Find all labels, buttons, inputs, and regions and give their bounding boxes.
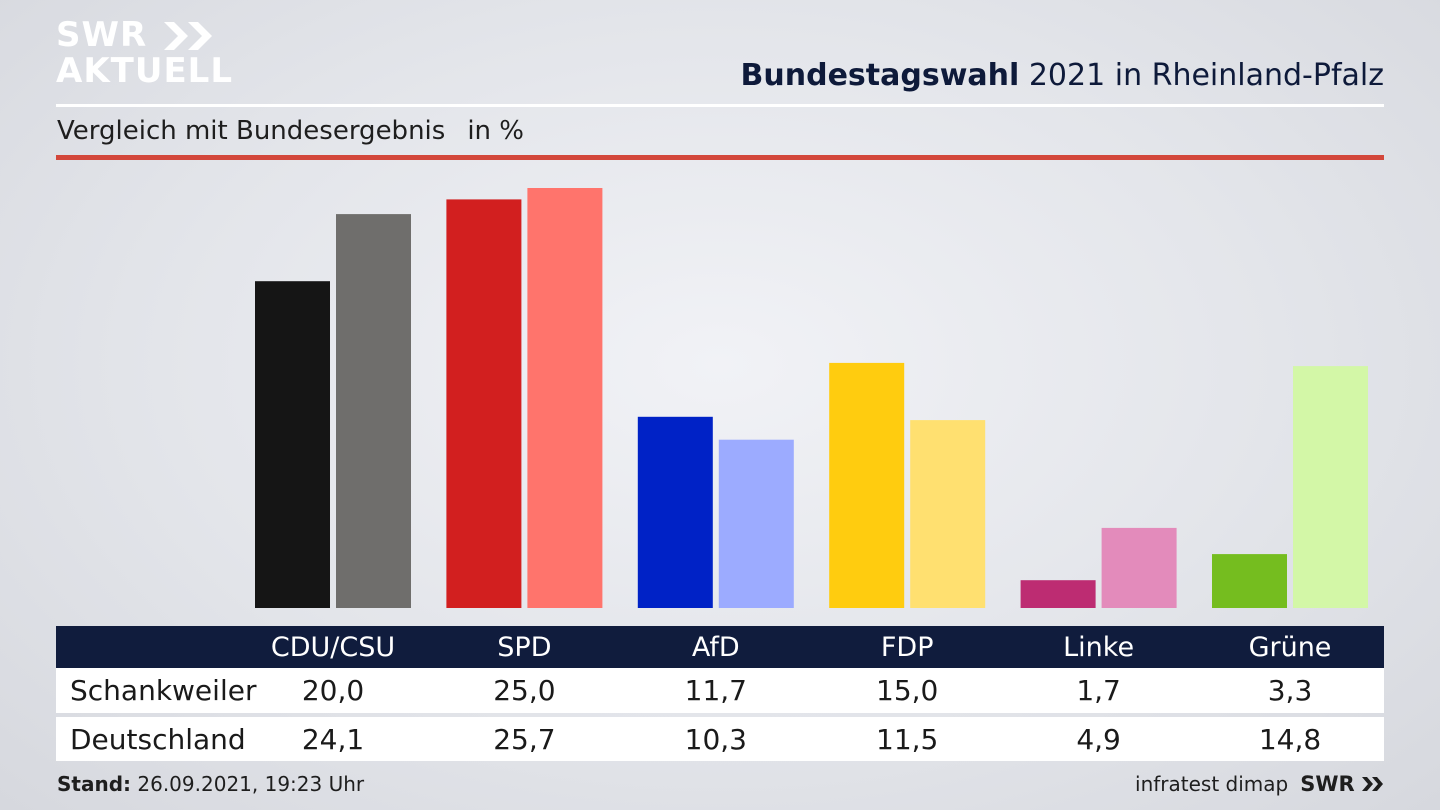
header-gr-ne: Grüne <box>1248 631 1332 663</box>
double-chevron-icon <box>1362 777 1383 791</box>
stand-label: Stand: <box>57 772 132 796</box>
swr-aktuell-logo: SWR AKTUELL <box>56 15 232 90</box>
value-cell: 1,7 <box>1076 674 1121 707</box>
bar-local-cdu-csu <box>255 281 330 608</box>
bar-national-spd <box>527 188 603 608</box>
value-cell: 14,8 <box>1258 722 1322 756</box>
table-header-row: CDU/CSU SPD AfD FDP Linke Grüne <box>56 626 1384 668</box>
bar-national-cdu-csu <box>336 214 411 608</box>
bar-local-afd <box>637 416 713 608</box>
logo-line2: AKTUELL <box>56 51 234 91</box>
bar-national-fdp <box>910 420 986 608</box>
header-spd: SPD <box>497 631 552 663</box>
source-text: infratest dimap <box>1135 772 1289 796</box>
title-bold: Bundestagswahl <box>740 58 1020 93</box>
bar-national-linke <box>1101 527 1177 608</box>
row-label: Deutschland <box>70 722 246 756</box>
logo-line1: SWR <box>56 15 148 55</box>
header-linke: Linke <box>1063 631 1135 663</box>
stand-value: 26.09.2021, 19:23 Uhr <box>137 772 365 796</box>
unit-label: in % <box>467 116 524 146</box>
header-fdp: FDP <box>880 631 934 663</box>
timestamp: Stand: 26.09.2021, 19:23 Uhr <box>57 772 364 796</box>
value-cell: 11,7 <box>684 674 747 707</box>
bar-local-gr-ne <box>1212 554 1287 608</box>
header-afd: AfD <box>691 631 740 663</box>
value-cell: 3,3 <box>1267 674 1313 707</box>
row-label: Schankweiler <box>70 674 257 707</box>
subtitle-text: Vergleich mit Bundesergebnis <box>57 116 446 146</box>
footer-logo-text: SWR <box>1300 772 1355 796</box>
page-title: Bundestagswahl 2021 in Rheinland-Pfalz <box>741 58 1384 93</box>
source-credit: infratest dimap SWR <box>1135 772 1384 796</box>
value-cell: 4,9 <box>1076 722 1121 756</box>
value-cell: 11,5 <box>876 722 939 756</box>
bar-national-afd <box>718 439 794 608</box>
value-cell: 25,7 <box>493 722 556 756</box>
value-cell: 10,3 <box>684 722 747 756</box>
value-cell: 20,0 <box>301 674 365 707</box>
value-cell: 25,0 <box>493 674 556 707</box>
bar-local-spd <box>446 199 522 608</box>
results-table: CDU/CSU SPD AfD FDP Linke Grüne Schankweiler 2… <box>56 626 1384 761</box>
header-cdu-csu: CDU/CSU <box>270 631 396 663</box>
value-cell: 24,1 <box>301 722 365 756</box>
title-divider <box>56 104 1384 107</box>
double-chevron-icon <box>164 22 212 50</box>
bar-local-fdp <box>829 362 905 608</box>
bar-local-linke <box>1020 580 1096 608</box>
title-rest: 2021 in Rheinland-Pfalz <box>1028 58 1384 93</box>
footer-swr-logo: SWR <box>1300 772 1384 796</box>
bar-national-gr-ne <box>1293 366 1368 608</box>
table-row: Schankweiler 20,0 25,0 11,7 15,0 1,7 3,3 <box>56 668 1384 713</box>
subtitle-divider <box>56 155 1384 160</box>
table-row: Deutschland 24,1 25,7 10,3 11,5 4,9 14,8 <box>56 717 1384 761</box>
chart-subtitle: Vergleich mit Bundesergebnis in % <box>57 116 524 146</box>
value-cell: 15,0 <box>876 674 939 707</box>
